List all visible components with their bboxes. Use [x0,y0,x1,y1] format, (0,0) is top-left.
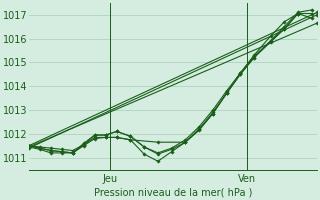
X-axis label: Pression niveau de la mer( hPa ): Pression niveau de la mer( hPa ) [94,187,252,197]
